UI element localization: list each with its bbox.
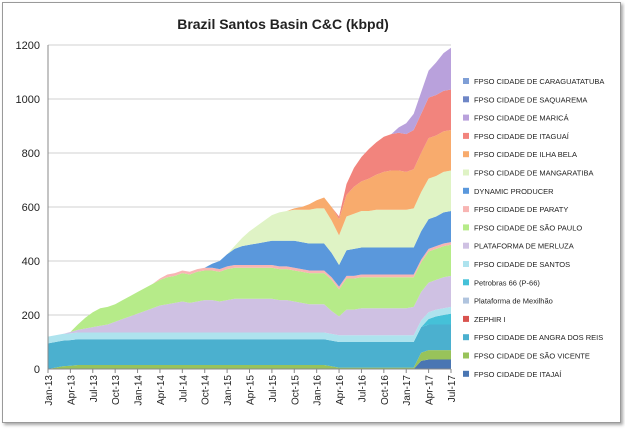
x-tick-label: Jan-15 [223,375,234,406]
x-tick-label: Oct-15 [290,375,301,405]
legend-swatch [463,242,469,249]
x-tick-label: Oct-14 [201,375,212,405]
legend-label: Plataforma de Mexilhão [474,297,553,306]
legend-label: DYNAMIC PRODUCER [474,187,554,196]
series-area-8 [48,244,451,337]
x-tick-label: Jul-15 [268,375,279,403]
legend-swatch [463,261,469,267]
series-area-2 [48,324,451,369]
legend-label: ZEPHIR I [474,315,506,324]
x-tick-label: Jan-14 [134,375,145,406]
x-tick-label: Jul-17 [447,375,458,403]
series-area-10 [48,211,451,337]
legend-label: FPSO CIDADE DE ITAGUAÍ [474,132,570,141]
legend-swatch [463,315,469,322]
x-tick-label: Apr-13 [66,375,77,405]
chart-title: Brazil Santos Basin C&C (kbpd) [177,16,389,32]
legend-label: FPSO CIDADE DE SAQUAREMA [474,95,587,104]
legend-label: FPSO CIDADE DE SÃO PAULO [474,223,582,232]
legend-swatch [463,96,469,103]
legend-label: FPSO CIDADE DE ANGRA DOS REIS [474,333,603,342]
legend-label: FPSO CIDADE DE SANTOS [474,260,570,269]
legend-swatch [463,132,469,139]
legend-swatch [463,352,469,359]
x-tick-label: Jul-14 [178,375,189,403]
legend-label: FPSO CIDADE DE MARICÁ [474,114,569,123]
legend-swatch [463,224,469,231]
stacked-area-chart: Brazil Santos Basin C&C (kbpd) 0 200 400 60… [16,16,605,406]
series-area-6 [48,306,451,344]
x-tick-label: Apr-14 [156,375,167,405]
legend-label: FPSO CIDADE DE PARATY [474,205,568,214]
legend-label: PLATAFORMA DE MERLUZA [474,242,574,251]
legend-label: FPSO CIDADE DE ITAJAÍ [474,370,562,379]
y-tick-label: 1200 [16,40,40,52]
x-tick-label: Jan-16 [313,375,324,406]
x-tick-label: Jan-13 [44,375,55,406]
x-tick-label: Oct-13 [111,375,122,405]
legend-label: Petrobras 66 (P-66) [474,278,540,287]
y-tick-label: 800 [22,148,40,160]
chart-frame: Brazil Santos Basin C&C (kbpd) 0 200 400 60… [2,2,621,423]
legend-label: FPSO CIDADE DE CARAGUATATUBA [474,77,604,86]
legend-swatch [463,114,469,121]
x-tick-label: Jul-13 [89,375,100,403]
legend-swatch [463,78,469,84]
series-area-7 [48,275,451,337]
legend-swatch [463,206,469,213]
y-tick-labels: 0 200 400 600 800 1000 1200 [16,40,40,376]
x-tick-label: Apr-15 [246,375,257,405]
x-tick-label: Apr-16 [335,375,346,405]
x-tick-label: Jul-16 [357,375,368,403]
legend-swatch [463,334,469,341]
legend-swatch [463,297,469,304]
x-tick-label: Oct-16 [380,375,391,405]
legend-swatch [463,187,469,194]
legend-swatch [463,151,469,158]
legend-label: FPSO CIDADE DE ILHA BELA [474,150,577,159]
x-tick-label: Apr-17 [425,375,436,405]
y-tick-label: 1000 [16,94,40,106]
legend-swatch [463,370,469,377]
x-tick-label: Jan-17 [402,375,413,406]
legend-label: FPSO CIDADE DE MANGARATIBA [474,169,593,178]
y-tick-label: 0 [34,364,40,376]
y-tick-label: 600 [22,202,40,214]
legend-label: FPSO CIDADE DE SÃO VICENTE [474,352,590,361]
legend-swatch [463,279,469,286]
y-tick-label: 200 [22,310,40,322]
legend-swatch [463,169,469,176]
y-tick-label: 400 [22,256,40,268]
series-area-1 [48,350,451,369]
x-tick-labels: Jan-13 Apr-13 Jul-13 Oct-13 Jan-14 Apr-14 Jul-… [44,369,458,406]
area-series [48,47,451,369]
legend: FPSO CIDADE DE CARAGUATATUBA FPSO CIDADE … [463,77,604,379]
